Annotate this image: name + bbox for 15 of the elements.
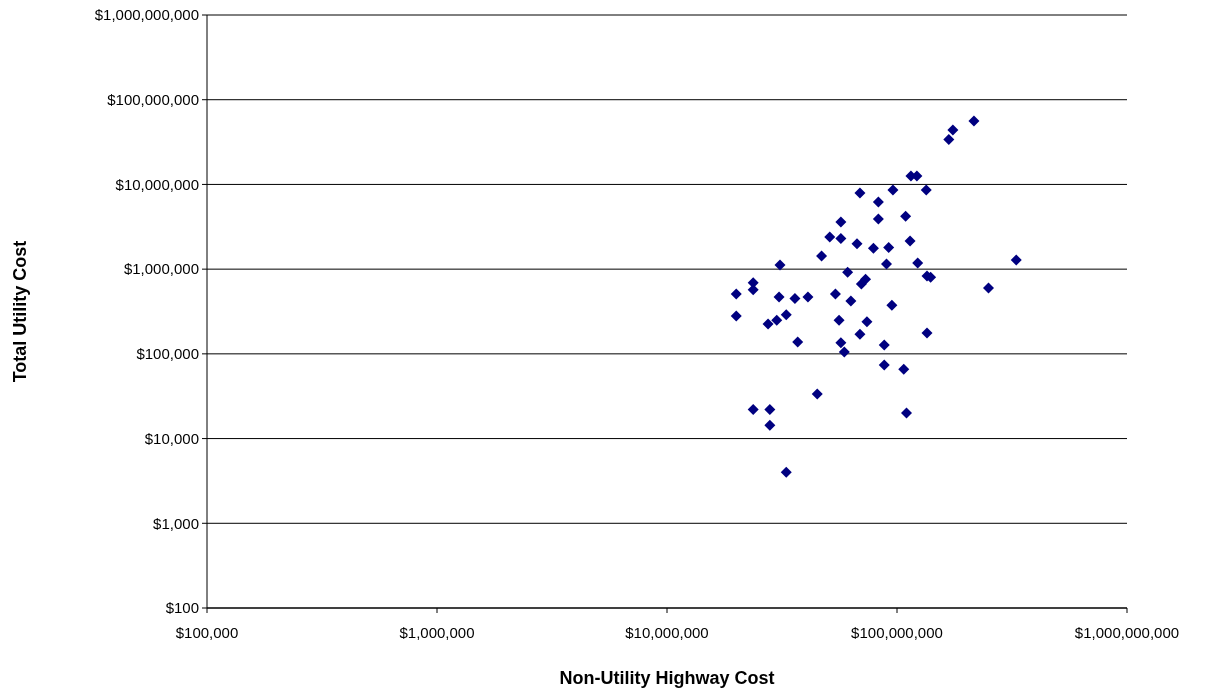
- y-tick-label: $100,000,000: [107, 90, 199, 108]
- y-tick-label: $10,000: [144, 429, 199, 447]
- x-tick-label: $10,000,000: [625, 624, 709, 641]
- y-tick-label: $100,000: [136, 345, 199, 363]
- y-tick-label: $1,000,000,000: [94, 6, 199, 24]
- x-tick-label: $100,000: [175, 624, 239, 641]
- x-tick-label: $1,000,000,000: [1074, 624, 1180, 641]
- y-axis-title: Total Utility Cost: [10, 240, 30, 383]
- x-tick-label: $1,000,000: [399, 624, 475, 641]
- y-tick-label: $100: [165, 599, 199, 617]
- y-tick-label: $1,000: [153, 514, 199, 532]
- y-tick-label: $1,000,000: [123, 260, 199, 278]
- x-axis-title: Non-Utility Highway Cost: [559, 668, 775, 688]
- y-tick-label: $10,000,000: [115, 175, 199, 193]
- x-tick-label: $100,000,000: [851, 624, 943, 641]
